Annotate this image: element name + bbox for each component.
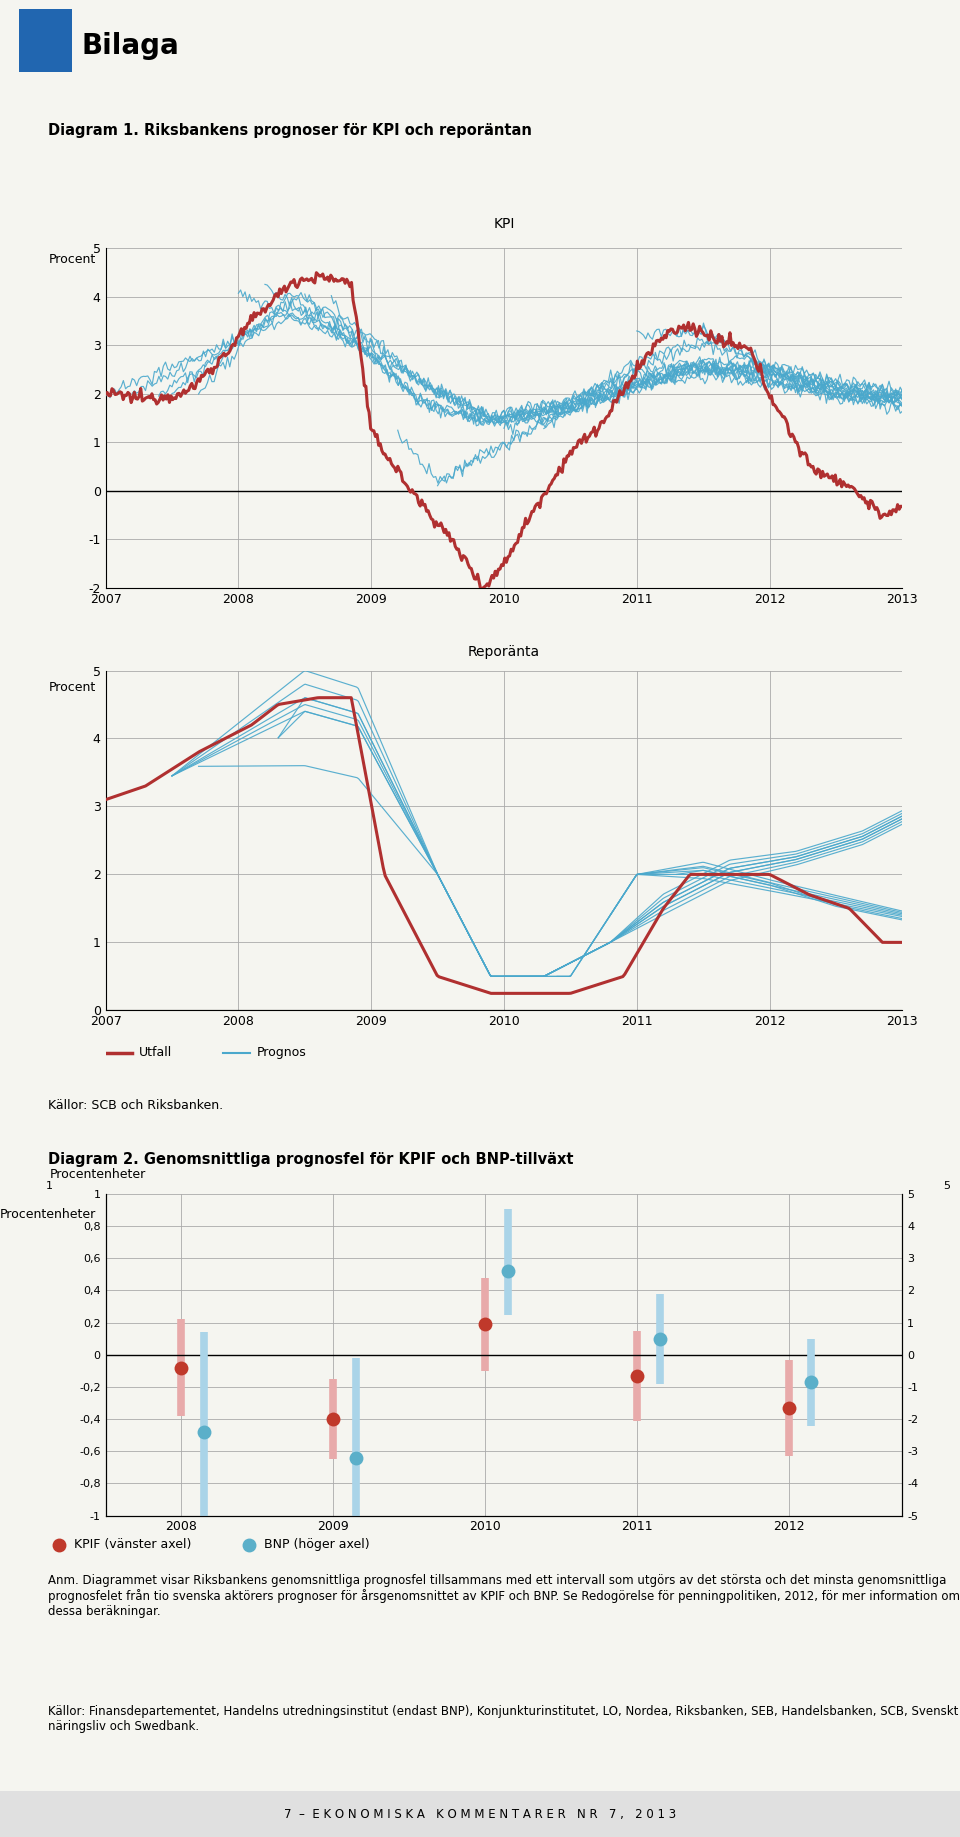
- Text: Diagram 2. Genomsnittliga prognosfel för KPIF och BNP-tillväxt: Diagram 2. Genomsnittliga prognosfel för…: [48, 1152, 573, 1166]
- Text: Procentenheter: Procentenheter: [0, 1207, 96, 1222]
- Text: Anm. Diagrammet visar Riksbankens genomsnittliga prognosfel tillsammans med ett : Anm. Diagrammet visar Riksbankens genoms…: [48, 1574, 960, 1618]
- Text: Utfall: Utfall: [139, 1045, 173, 1060]
- Text: 7  –  E K O N O M I S K A   K O M M E N T A R E R   N R   7 ,   2 0 1 3: 7 – E K O N O M I S K A K O M M E N T A …: [284, 1808, 676, 1820]
- Text: Reporänta: Reporänta: [468, 645, 540, 659]
- Text: 1: 1: [46, 1181, 54, 1190]
- Text: Procentenheter: Procentenheter: [50, 1168, 146, 1181]
- Text: BNP (höger axel): BNP (höger axel): [265, 1538, 371, 1552]
- Text: Källor: Finansdepartementet, Handelns utredningsinstitut (endast BNP), Konjunktu: Källor: Finansdepartementet, Handelns ut…: [48, 1705, 958, 1732]
- Text: KPIF (vänster axel): KPIF (vänster axel): [75, 1538, 192, 1552]
- Text: Procent: Procent: [49, 252, 96, 266]
- Text: Bilaga: Bilaga: [82, 31, 180, 61]
- Text: Procent: Procent: [49, 680, 96, 694]
- Text: Diagram 1. Riksbankens prognoser för KPI och reporäntan: Diagram 1. Riksbankens prognoser för KPI…: [48, 123, 532, 138]
- Text: KPI: KPI: [493, 217, 515, 231]
- Text: 5: 5: [943, 1181, 949, 1190]
- Text: Källor: SCB och Riksbanken.: Källor: SCB och Riksbanken.: [48, 1099, 223, 1113]
- Text: Prognos: Prognos: [257, 1045, 306, 1060]
